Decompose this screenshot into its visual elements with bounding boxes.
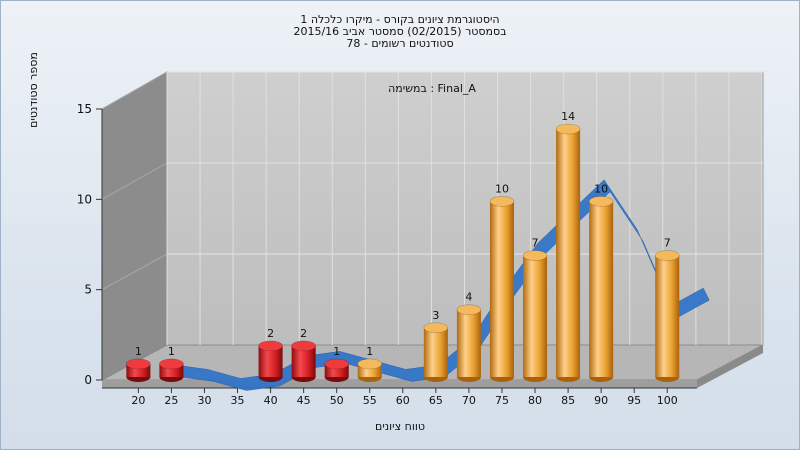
bar-body bbox=[291, 345, 316, 377]
bar-value-label: 7 bbox=[664, 237, 671, 250]
bar-body bbox=[456, 309, 481, 377]
task-annotation: במשימה : Final_A bbox=[388, 82, 476, 95]
y-tick-label: 10 bbox=[77, 192, 92, 206]
bar bbox=[423, 322, 449, 382]
bar bbox=[291, 340, 316, 382]
bar-cap bbox=[423, 322, 449, 334]
bar bbox=[126, 358, 151, 382]
bar-value-label: 10 bbox=[495, 182, 509, 195]
bar-body bbox=[489, 201, 514, 377]
x-tick-label: 40 bbox=[264, 394, 278, 407]
bar bbox=[456, 304, 482, 382]
x-tick-label: 30 bbox=[197, 394, 211, 407]
x-tick-label: 50 bbox=[330, 394, 344, 407]
gridline-left-wall bbox=[101, 71, 168, 110]
gridline-left-wall bbox=[101, 162, 168, 200]
bar-value-label: 1 bbox=[135, 345, 142, 358]
y-tick-label: 0 bbox=[84, 373, 92, 387]
bar-value-label: 1 bbox=[333, 345, 340, 358]
chart-title-line-1: היסטוגרמת ציונים בקורס - מיקרו כלכלה 1 bbox=[300, 13, 500, 26]
bar-cap bbox=[489, 196, 515, 207]
bar-body bbox=[589, 201, 614, 377]
bar-value-label: 3 bbox=[432, 309, 439, 322]
x-tick-label: 80 bbox=[528, 394, 542, 407]
bar bbox=[522, 250, 548, 382]
x-tick-label: 60 bbox=[396, 394, 410, 407]
x-tick-label: 65 bbox=[429, 394, 443, 407]
bar-body bbox=[523, 255, 548, 377]
bar-value-label: 2 bbox=[300, 327, 307, 340]
bar-cap bbox=[522, 250, 548, 261]
x-tick-label: 90 bbox=[594, 394, 608, 407]
bar-value-label: 1 bbox=[168, 345, 175, 358]
bar-value-label: 1 bbox=[366, 345, 373, 358]
bar-body bbox=[423, 327, 448, 377]
x-tick-label: 85 bbox=[561, 394, 575, 407]
y-axis-label: מספר סטודנטים bbox=[27, 52, 40, 128]
bar bbox=[588, 196, 614, 382]
x-tick-label: 45 bbox=[297, 394, 311, 407]
x-tick-label: 55 bbox=[363, 394, 377, 407]
bar-value-label: 7 bbox=[532, 237, 539, 250]
floor-side-edge bbox=[697, 345, 763, 388]
bar bbox=[324, 358, 349, 382]
bar bbox=[258, 340, 283, 382]
bar bbox=[489, 196, 515, 382]
bar-cap bbox=[291, 340, 316, 352]
bar-cap bbox=[258, 340, 283, 352]
bar-value-label: 14 bbox=[561, 110, 575, 123]
bar-cap bbox=[159, 358, 184, 370]
bar bbox=[159, 358, 184, 382]
bar-cap bbox=[555, 123, 581, 135]
bar-value-label: 4 bbox=[465, 291, 472, 304]
x-tick-label: 70 bbox=[462, 394, 476, 407]
bar-value-label: 2 bbox=[267, 327, 274, 340]
x-tick-label: 35 bbox=[231, 394, 245, 407]
bar-cap bbox=[456, 304, 482, 316]
x-tick-label: 95 bbox=[627, 394, 641, 407]
gridline-left-wall bbox=[101, 253, 168, 291]
x-tick-label: 75 bbox=[495, 394, 509, 407]
left-wall bbox=[101, 71, 168, 381]
bar-body bbox=[258, 345, 283, 377]
x-tick-label: 25 bbox=[164, 394, 178, 407]
bar-cap bbox=[324, 358, 349, 370]
bar-body bbox=[655, 255, 680, 377]
bar-cap bbox=[588, 196, 614, 207]
x-axis-label: טווח ציונים bbox=[375, 420, 425, 433]
bar bbox=[357, 358, 383, 382]
x-tick-label: 100 bbox=[657, 394, 678, 407]
x-tick-label: 20 bbox=[131, 394, 145, 407]
chart-title-line-2: בסמסטר (02/2015) סמסטר אביב 2015/16 bbox=[293, 25, 507, 38]
bar-cap bbox=[654, 250, 680, 261]
bar bbox=[555, 123, 581, 382]
bar-cap bbox=[357, 358, 383, 370]
bar-cap bbox=[126, 358, 151, 370]
floor-front-edge bbox=[102, 380, 697, 388]
bar-value-label: 10 bbox=[594, 182, 608, 195]
y-tick-label: 5 bbox=[84, 283, 92, 297]
y-tick-label: 15 bbox=[77, 102, 92, 116]
chart-title-line-3: סטודנטים רשומים - 78 bbox=[346, 37, 454, 50]
bar-body bbox=[556, 129, 581, 377]
bar bbox=[654, 250, 680, 382]
